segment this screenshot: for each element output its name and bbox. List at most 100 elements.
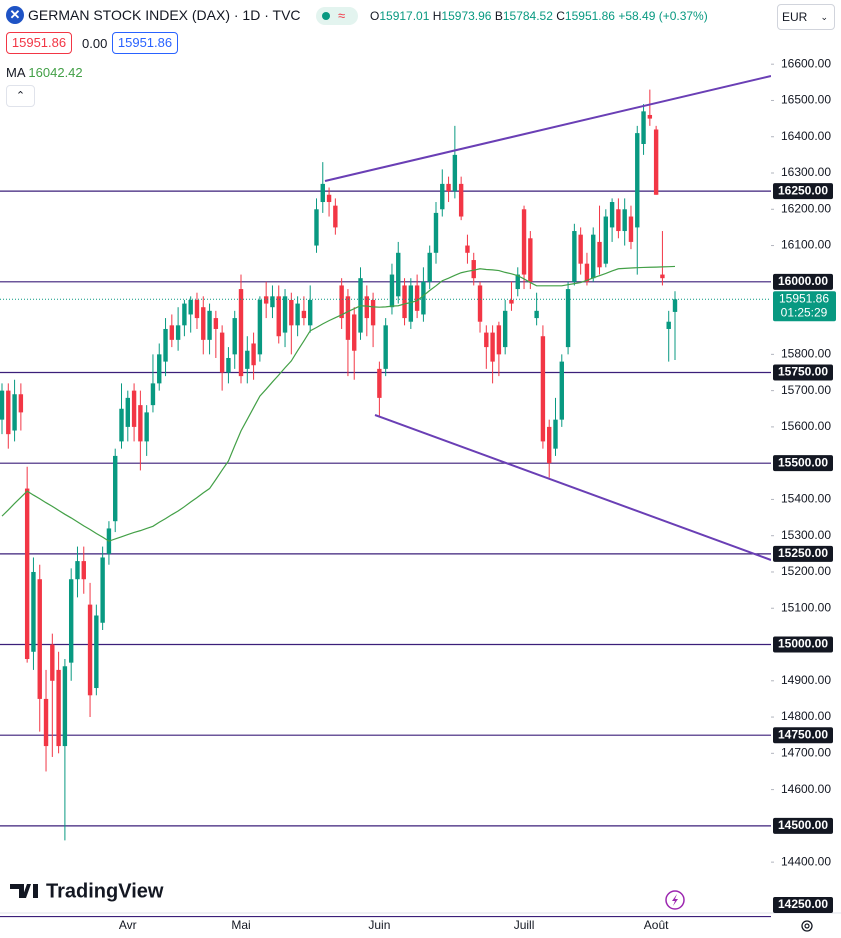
candle-body [370,299,376,326]
candle-body [295,303,300,326]
level-label-bg [773,455,833,472]
candle-body [75,561,80,580]
candle-body [320,183,325,203]
level-label: 14750.00 [778,727,828,741]
candle-body [666,321,671,329]
currency: EUR [782,10,808,24]
candle-body [622,209,627,232]
candle-body [559,361,564,420]
candle-body [251,343,256,366]
candle-body [6,390,11,435]
currency-select[interactable]: EUR ⌄ [777,4,835,30]
candle-body [257,299,263,355]
candle-body [276,296,281,337]
plot-area [0,89,771,918]
candle-body [31,571,36,652]
candle-body [628,216,634,242]
candle-body [672,299,678,312]
symbol-icon[interactable]: ✕ [6,6,24,24]
candle-body [263,296,269,304]
settings-icon[interactable] [801,920,813,932]
candle-body [471,260,476,279]
x-tick-label: Août [644,918,669,932]
collapse-button[interactable]: ⌃ [6,85,35,107]
spread: 0.00 [82,36,108,51]
level-label: 15250.00 [778,546,828,560]
y-tick-label: 16200.00 [781,201,831,215]
ohlc-label: O [370,9,380,23]
trend-line-lower[interactable] [374,414,772,561]
level-label-bg [773,817,833,834]
candle-body [56,669,61,747]
candle-body [458,183,464,217]
level-label-bg [773,897,833,913]
candle-body [219,332,225,373]
candle-body [402,285,407,319]
candle-body [238,289,244,377]
axis-layer: 16600.00 16500.00 16400.00 16300.00 16200.00… [119,56,836,932]
open-value: 15917.01 [379,9,430,23]
level-label-bg [773,636,833,653]
candle-body [616,209,621,232]
candle-body [270,296,275,308]
candle-body [377,368,382,398]
y-tick-label: 14600.00 [781,782,831,796]
trend-line-upper[interactable] [324,75,772,182]
candle-body [547,426,552,464]
candle-body [131,390,137,427]
close-value: 15951.86 [564,9,615,23]
candle-body [584,263,590,282]
low-value: 15784.52 [502,9,553,23]
status-pill[interactable]: ≈ [316,7,358,25]
symbol-title[interactable]: GERMAN STOCK INDEX (DAX) · 1D · TVC [28,7,301,23]
candle-body [100,557,105,623]
price-label: 15951.86 [779,291,829,305]
lightning-icon[interactable] [665,890,685,910]
ma-line [1,265,676,542]
y-tick-label: 14800.00 [781,709,831,723]
candle-body [0,390,5,420]
candle-body [446,183,451,192]
candle-body [301,310,307,319]
countdown: 01:25:29 [781,305,828,319]
candle-body [553,419,558,449]
candle-body [138,405,143,442]
buy-button[interactable]: 15951.86 [112,32,178,54]
candle-body [364,296,370,319]
candle-body [452,154,458,192]
candle-body [232,318,237,355]
ohlc-legend: O15917.01 H15973.96 B15784.52 C15951.86 … [370,9,708,23]
indicator-name: MA [6,65,25,80]
candle-body [12,394,17,431]
ohlc-label: H [432,9,442,23]
candle-body [333,205,338,228]
candle-body [339,285,344,319]
candle-body [496,325,502,355]
price-label-bg [773,291,836,322]
level-label-bg [773,727,833,744]
candle-body [484,332,489,348]
y-tick-label: 15200.00 [781,564,831,578]
y-tick-label: 16600.00 [781,56,831,70]
candle-body [24,488,30,660]
candle-body [528,238,533,282]
candle-body [578,234,583,264]
candle-body [113,455,118,522]
candle-body [169,325,175,340]
x-tick-label: Juin [368,918,390,932]
y-tick-label: 16500.00 [781,93,831,107]
candle-body [194,299,200,319]
candle-body [515,274,520,290]
candle-body [87,604,93,696]
y-tick-label: 15700.00 [781,383,831,397]
dropdown-arrow: ⌄ [820,12,828,22]
indicator-legend[interactable]: MA 16042.42 [6,65,83,80]
level-label-bg [773,545,833,562]
y-tick-label: 15600.00 [781,419,831,433]
sell-button[interactable]: 15951.86 [6,32,72,54]
y-tick-label: 14900.00 [781,673,831,687]
tradingview-logo[interactable]: TradingView [10,880,164,902]
delay-icon: ≈ [338,8,346,23]
candle-body [502,310,508,348]
